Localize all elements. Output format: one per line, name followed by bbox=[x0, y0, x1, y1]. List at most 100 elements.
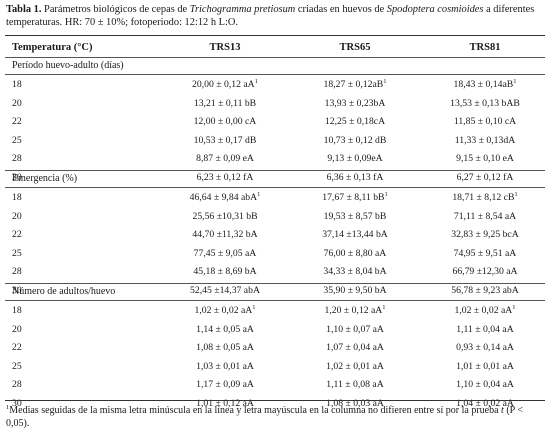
value-superscript: 1 bbox=[513, 78, 517, 85]
value-text: 8,87 ± 0,09 eA bbox=[196, 153, 254, 165]
value-cell: 1,10 ± 0,07 aA bbox=[300, 322, 410, 338]
value-text: 77,45 ± 9,05 aA bbox=[193, 247, 257, 259]
value-cell: 1,03 ± 0,01 aA bbox=[170, 359, 280, 375]
value-cell: 77,45 ± 9,05 aA bbox=[170, 246, 280, 262]
value-cell: 10,73 ± 0,12 dB bbox=[300, 133, 410, 149]
value-cell: 1,04 ± 0,02 aA bbox=[430, 396, 540, 412]
table-row: 18 46,64 ± 9,84 abA1 17,67 ± 8,11 bB1 18,71… bbox=[0, 190, 550, 206]
header-trs13: TRS13 bbox=[209, 42, 241, 53]
section-divider bbox=[5, 170, 545, 171]
value-cell: 34,33 ± 8,04 bA bbox=[300, 264, 410, 280]
footnote-text-1: Medias seguidas de la misma letra minúsc… bbox=[9, 405, 502, 416]
caption-text-2: criadas en huevos de bbox=[295, 4, 387, 15]
value-text: 56,78 ± 9,23 abA bbox=[451, 285, 519, 296]
value-cell: 71,11 ± 8,54 aA bbox=[430, 209, 540, 225]
value-cell: 74,95 ± 9,51 aA bbox=[430, 246, 540, 262]
value-cell: 1,02 ± 0,01 aA bbox=[300, 359, 410, 375]
value-text: 1,04 ± 0,02 aA bbox=[456, 398, 514, 409]
value-cell: 25,56 ±10,31 bB bbox=[170, 209, 280, 225]
value-cell: 13,53 ± 0,13 bAB bbox=[430, 96, 540, 112]
value-text: 1,10 ± 0,07 aA bbox=[326, 323, 384, 335]
temperature-cell: 30 bbox=[12, 285, 22, 296]
header-trs65: TRS65 bbox=[339, 42, 371, 53]
caption-species-1: Trichogramma pretiosum bbox=[189, 4, 296, 15]
temperature-cell: 20 bbox=[12, 210, 22, 222]
table-row: 18 20,00 ± 0,12 aA1 18,27 ± 0,12aB1 18,43 ±… bbox=[0, 77, 550, 93]
value-text: 76,00 ± 8,80 aA bbox=[323, 247, 387, 259]
footnote-text-2: (P < 0,05). bbox=[6, 405, 523, 429]
value-cell: 46,64 ± 9,84 abA1 bbox=[170, 190, 280, 206]
table-row: 20 1,14 ± 0,05 aA 1,10 ± 0,07 aA 1,11 ± 0,0… bbox=[0, 322, 550, 338]
section-title: Período huevo-adulto (días) bbox=[12, 60, 124, 71]
value-superscript: 1 bbox=[382, 304, 386, 311]
value-text: 0,93 ± 0,14 aA bbox=[456, 342, 514, 354]
value-text: 1,08 ± 0,03 aA bbox=[326, 398, 384, 409]
value-superscript: 1 bbox=[384, 191, 388, 198]
temperature-cell: 18 bbox=[12, 305, 22, 316]
value-cell: 32,83 ± 9,25 bcA bbox=[430, 227, 540, 243]
table-row: 22 1,08 ± 0,05 aA 1,07 ± 0,04 aA 0,93 ± 0,1… bbox=[0, 340, 550, 356]
temperature-cell: 20 bbox=[12, 97, 22, 109]
value-text: 1,11 ± 0,04 aA bbox=[456, 323, 514, 335]
value-text: 1,03 ± 0,01 aA bbox=[196, 360, 254, 372]
value-cell: 11,33 ± 0,13dA bbox=[430, 133, 540, 149]
value-text: 1,02 ± 0,02 aA bbox=[194, 305, 253, 316]
value-superscript: 1 bbox=[254, 78, 258, 85]
value-cell: 18,27 ± 0,12aB1 bbox=[300, 77, 410, 93]
value-text: 13,53 ± 0,13 bAB bbox=[450, 97, 520, 109]
footnote-marker: 1 bbox=[6, 404, 10, 411]
value-text: 18,43 ± 0,14aB bbox=[453, 79, 514, 90]
table-caption: Tabla 1. Parámetros biológicos de cepas … bbox=[6, 3, 544, 29]
value-cell: 17,67 ± 8,11 bB1 bbox=[300, 190, 410, 206]
value-cell: 10,53 ± 0,17 dB bbox=[170, 133, 280, 149]
value-cell: 0,93 ± 0,14 aA bbox=[430, 340, 540, 356]
value-text: 1,01 ± 0,01 aA bbox=[456, 360, 514, 372]
temperature-cell: 30 bbox=[12, 398, 22, 409]
value-cell: 66,79 ±12,30 aA bbox=[430, 264, 540, 280]
table-top-rule bbox=[5, 35, 545, 37]
value-cell: 6,23 ± 0,12 fA bbox=[170, 170, 280, 186]
value-text: 1,02 ± 0,02 aA bbox=[454, 305, 513, 316]
value-text: 17,67 ± 8,11 bB bbox=[322, 192, 385, 203]
value-text: 32,83 ± 9,25 bcA bbox=[451, 229, 519, 241]
temperature-cell: 28 bbox=[12, 379, 22, 391]
value-text: 1,20 ± 0,12 aA bbox=[324, 305, 383, 316]
table-row: 25 77,45 ± 9,05 aA 76,00 ± 8,80 aA 74,95 ± … bbox=[0, 246, 550, 262]
value-text: 46,64 ± 9,84 abA bbox=[189, 192, 258, 203]
value-cell: 9,13 ± 0,09eA bbox=[300, 151, 410, 167]
value-text: 12,00 ± 0,00 cA bbox=[193, 116, 257, 128]
temperature-cell: 28 bbox=[12, 266, 22, 278]
value-text: 18,27 ± 0,12aB bbox=[323, 79, 384, 90]
value-text: 9,13 ± 0,09eA bbox=[327, 153, 383, 165]
value-text: 20,00 ± 0,12 aA bbox=[192, 79, 255, 90]
value-text: 74,95 ± 9,51 aA bbox=[453, 247, 517, 259]
value-cell: 13,21 ± 0,11 bB bbox=[170, 96, 280, 112]
value-superscript: 1 bbox=[514, 191, 518, 198]
table-row: 28 1,17 ± 0,09 aA 1,11 ± 0,08 aA 1,10 ± 0,0… bbox=[0, 377, 550, 393]
value-text: 71,11 ± 8,54 aA bbox=[453, 210, 517, 222]
value-cell: 1,11 ± 0,04 aA bbox=[430, 322, 540, 338]
value-text: 9,15 ± 0,10 eA bbox=[456, 153, 514, 165]
table-row: 20 25,56 ±10,31 bB 19,53 ± 8,57 bB 71,11 ± … bbox=[0, 209, 550, 225]
value-superscript: 1 bbox=[252, 304, 256, 311]
value-cell: 44,70 ±11,32 bA bbox=[170, 227, 280, 243]
table-row: 22 44,70 ±11,32 bA 37,14 ±13,44 bA 32,83 ± … bbox=[0, 227, 550, 243]
temperature-cell: 28 bbox=[12, 153, 22, 165]
section-rule bbox=[5, 74, 545, 75]
value-text: 37,14 ±13,44 bA bbox=[322, 229, 388, 241]
value-text: 11,85 ± 0,10 cA bbox=[453, 116, 517, 128]
value-cell: 1,11 ± 0,08 aA bbox=[300, 377, 410, 393]
value-text: 1,17 ± 0,09 aA bbox=[196, 379, 254, 391]
temperature-cell: 18 bbox=[12, 192, 22, 203]
table-row: 28 45,18 ± 8,69 bA 34,33 ± 8,04 bA 66,79 ±1… bbox=[0, 264, 550, 280]
value-text: 52,45 ±14,37 abA bbox=[190, 285, 260, 296]
section-rule bbox=[5, 187, 545, 188]
value-text: 45,18 ± 8,69 bA bbox=[193, 266, 257, 278]
value-text: 12,25 ± 0,18cA bbox=[324, 116, 386, 128]
value-text: 6,23 ± 0,12 fA bbox=[196, 172, 254, 183]
value-cell: 18,43 ± 0,14aB1 bbox=[430, 77, 540, 93]
caption-label: Tabla 1. bbox=[6, 4, 42, 15]
value-text: 11,33 ± 0,13dA bbox=[454, 134, 516, 146]
value-text: 1,08 ± 0,05 aA bbox=[196, 342, 254, 354]
caption-text-1: Parámetros biológicos de cepas de bbox=[41, 4, 190, 15]
